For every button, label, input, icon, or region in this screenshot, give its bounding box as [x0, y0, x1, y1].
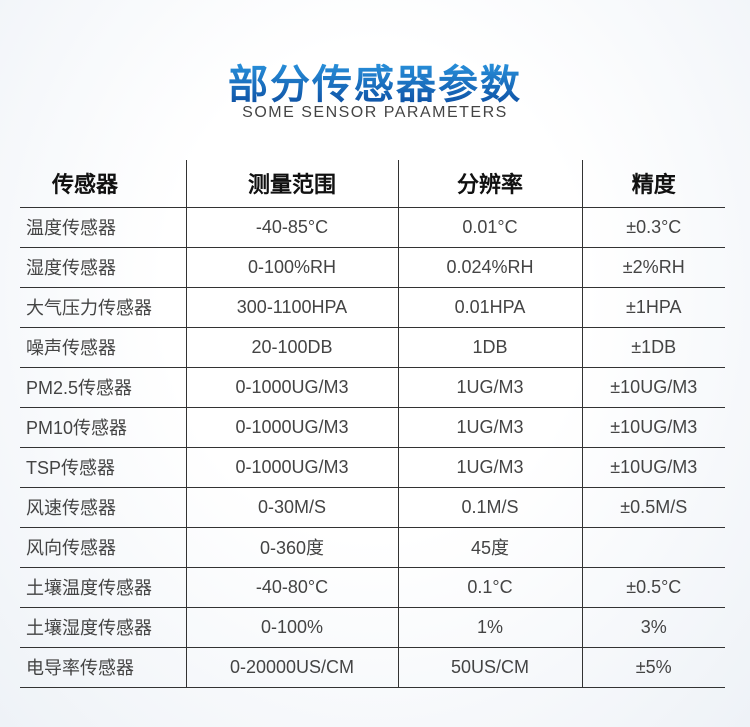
table-row: 大气压力传感器 300-1100HPA 0.01HPA ±1HPA [20, 287, 725, 328]
page-title: 部分传感器参数 [0, 52, 750, 110]
table-cell: 0.1°C [397, 567, 582, 608]
table-cell: 1% [397, 607, 582, 648]
table-cell: 0-100%RH [185, 247, 398, 288]
table-cell: 0-360度 [185, 527, 398, 568]
table-cell: 0-1000UG/M3 [185, 367, 398, 408]
table-cell: ±0.5M/S [581, 487, 725, 528]
table-cell: TSP传感器 [20, 447, 186, 488]
table-row: 风速传感器 0-30M/S 0.1M/S ±0.5M/S [20, 487, 725, 528]
table-row: 噪声传感器 20-100DB 1DB ±1DB [20, 327, 725, 368]
table-cell: ±1DB [581, 327, 725, 368]
table-cell: ±10UG/M3 [581, 447, 725, 488]
table-cell: 0-1000UG/M3 [185, 447, 398, 488]
table-cell: ±0.5°C [581, 567, 725, 608]
table-row: PM2.5传感器 0-1000UG/M3 1UG/M3 ±10UG/M3 [20, 367, 725, 408]
table-cell: 20-100DB [185, 327, 398, 368]
table-cell: 1UG/M3 [397, 447, 582, 488]
table-cell: 电导率传感器 [20, 647, 186, 688]
table-cell [581, 527, 725, 568]
table-cell: PM10传感器 [20, 407, 186, 448]
table-row: PM10传感器 0-1000UG/M3 1UG/M3 ±10UG/M3 [20, 407, 725, 448]
table-header-row: 传感器 测量范围 分辨率 精度 [20, 160, 725, 208]
table-cell: 噪声传感器 [20, 327, 186, 368]
table-cell: 1UG/M3 [397, 407, 582, 448]
table-row: 温度传感器 -40-85°C 0.01°C ±0.3°C [20, 207, 725, 248]
table-cell: 土壤湿度传感器 [20, 607, 186, 648]
table-cell: 大气压力传感器 [20, 287, 186, 328]
table-cell: 0-100% [185, 607, 398, 648]
table-cell: 45度 [397, 527, 582, 568]
page-subtitle: SOME SENSOR PARAMETERS [242, 104, 508, 121]
table-cell: 温度传感器 [20, 207, 186, 248]
table-row: 电导率传感器 0-20000US/CM 50US/CM ±5% [20, 647, 725, 688]
table-cell: 湿度传感器 [20, 247, 186, 288]
table-cell: 0.024%RH [397, 247, 582, 288]
table-row: 湿度传感器 0-100%RH 0.024%RH ±2%RH [20, 247, 725, 288]
table-cell: 3% [581, 607, 725, 648]
table-cell: 风速传感器 [20, 487, 186, 528]
table-row: 土壤温度传感器 -40-80°C 0.1°C ±0.5°C [20, 567, 725, 608]
column-header: 传感器 [20, 160, 186, 208]
table-row: TSP传感器 0-1000UG/M3 1UG/M3 ±10UG/M3 [20, 447, 725, 488]
table-cell: 土壤温度传感器 [20, 567, 186, 608]
table-cell: PM2.5传感器 [20, 367, 186, 408]
table-cell: 50US/CM [397, 647, 582, 688]
table-cell: ±5% [581, 647, 725, 688]
table-cell: 风向传感器 [20, 527, 186, 568]
table-cell: -40-80°C [185, 567, 398, 608]
table-cell: ±1HPA [581, 287, 725, 328]
table-cell: 1DB [397, 327, 582, 368]
table-cell: 0.1M/S [397, 487, 582, 528]
column-header: 测量范围 [185, 160, 398, 208]
column-header: 精度 [581, 160, 725, 208]
table-cell: 0.01HPA [397, 287, 582, 328]
table-cell: 0.01°C [397, 207, 582, 248]
table-cell: ±2%RH [581, 247, 725, 288]
table-cell: 0-1000UG/M3 [185, 407, 398, 448]
table-cell: ±10UG/M3 [581, 367, 725, 408]
table-cell: ±10UG/M3 [581, 407, 725, 448]
table-cell: 0-20000US/CM [185, 647, 398, 688]
table-cell: -40-85°C [185, 207, 398, 248]
table-row: 风向传感器 0-360度 45度 [20, 527, 725, 568]
table-cell: 1UG/M3 [397, 367, 582, 408]
table-row: 土壤湿度传感器 0-100% 1% 3% [20, 607, 725, 648]
table-cell: 300-1100HPA [185, 287, 398, 328]
table-cell: 0-30M/S [185, 487, 398, 528]
table-cell: ±0.3°C [581, 207, 725, 248]
sensor-parameters-table: 传感器 测量范围 分辨率 精度 温度传感器 -40-85°C 0.01°C ±0.3°C 湿度… [20, 160, 725, 688]
column-header: 分辨率 [397, 160, 582, 208]
